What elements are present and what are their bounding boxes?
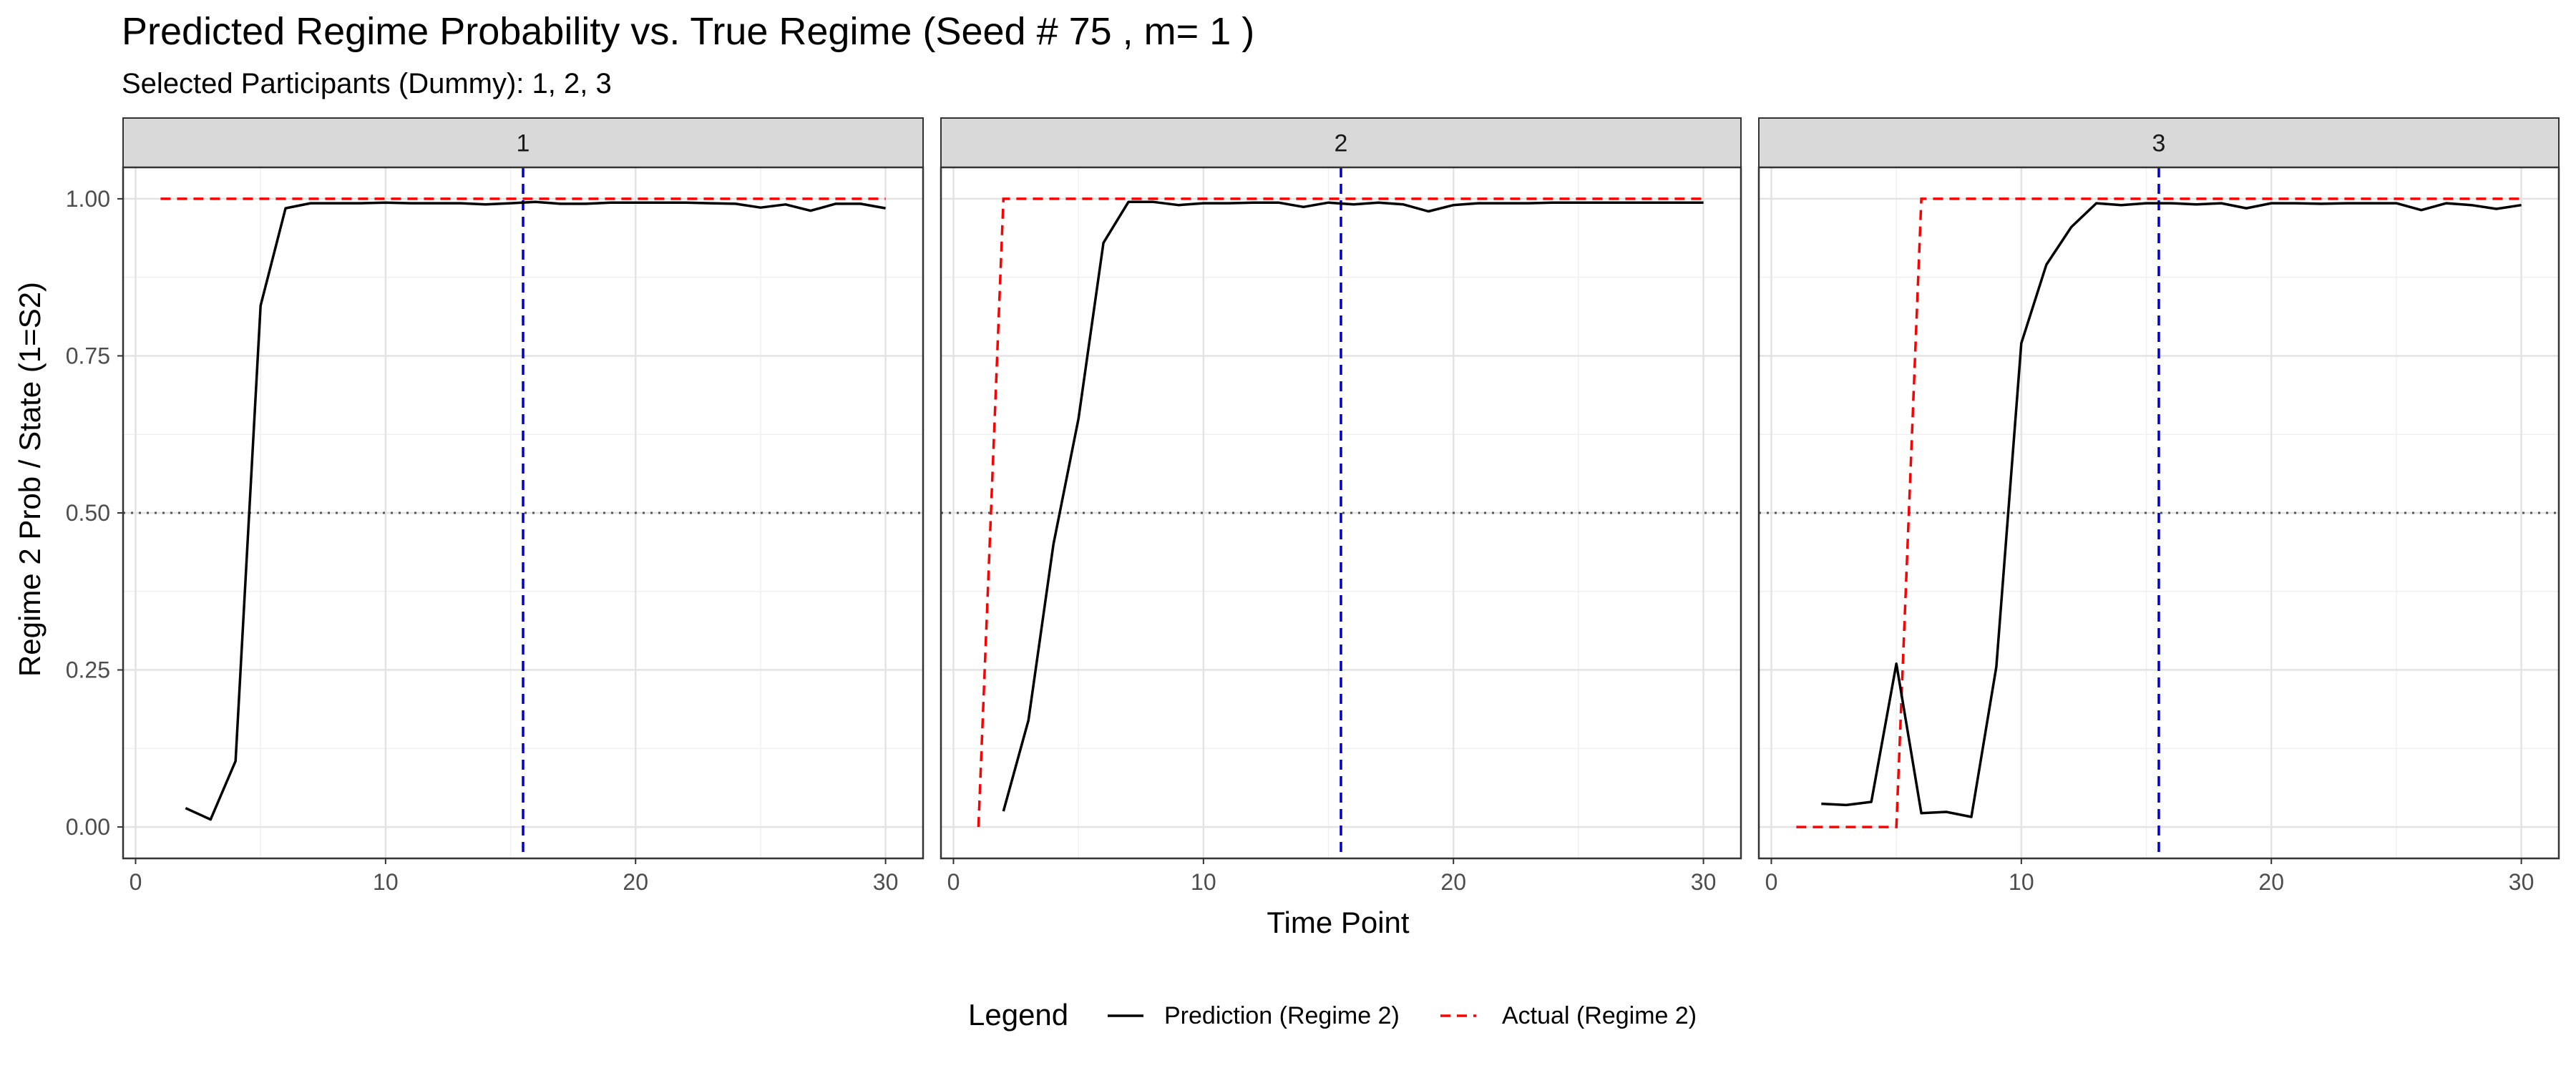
series-actual-line [1796,197,2522,828]
x-axis-title: Time Point [1267,906,1410,939]
facet-strip [122,117,924,168]
y-tick-label: 0.75 [66,343,110,368]
x-tick-label: 30 [873,869,899,895]
x-tick-label: 10 [2009,869,2034,895]
x-tick-label: 20 [2258,869,2284,895]
facet-panel-1: 10 10 20 300.000.250.500.751.00 [66,117,924,895]
series-actual-line [977,197,1704,828]
x-tick-label: 10 [1191,869,1216,895]
series-prediction-line [185,200,886,821]
x-tick-label: 30 [1691,869,1717,895]
series-prediction-line [1002,200,1704,812]
y-axis-title: Regime 2 Prob / State (1=S2) [13,282,47,677]
facet-strip-label: 2 [1335,130,1348,157]
facet-strip [1758,117,2560,168]
facet-panel-3: 30 10 20 30 [1757,117,2560,895]
legend-title: Legend [968,998,1068,1032]
y-tick-label: 0.00 [66,814,110,840]
chart-title: Predicted Regime Probability vs. True Re… [122,10,1254,53]
x-tick-label: 0 [1765,869,1778,895]
x-tick-label: 0 [130,869,142,895]
chart-subtitle: Selected Participants (Dummy): 1, 2, 3 [122,68,612,99]
facet-panel-2: 20 10 20 30 [940,117,1742,895]
x-tick-label: 0 [947,869,960,895]
legend: Legend Prediction (Regime 2) Actual (Reg… [968,998,1697,1032]
facet-strip-label: 3 [2152,130,2166,157]
series-prediction-line [1821,202,2522,818]
y-tick-label: 1.00 [66,186,110,212]
x-tick-label: 20 [1440,869,1466,895]
panel-border [1757,166,2560,860]
x-tick-label: 30 [2509,869,2534,895]
x-tick-label: 20 [623,869,648,895]
panel-border [940,166,1742,860]
y-tick-label: 0.25 [66,657,110,683]
x-tick-label: 10 [373,869,399,895]
legend-label-prediction: Prediction (Regime 2) [1164,1002,1400,1029]
facet-strip-label: 1 [517,130,530,157]
facet-strip [940,117,1742,168]
legend-label-actual: Actual (Regime 2) [1502,1002,1697,1029]
y-tick-label: 0.50 [66,500,110,526]
